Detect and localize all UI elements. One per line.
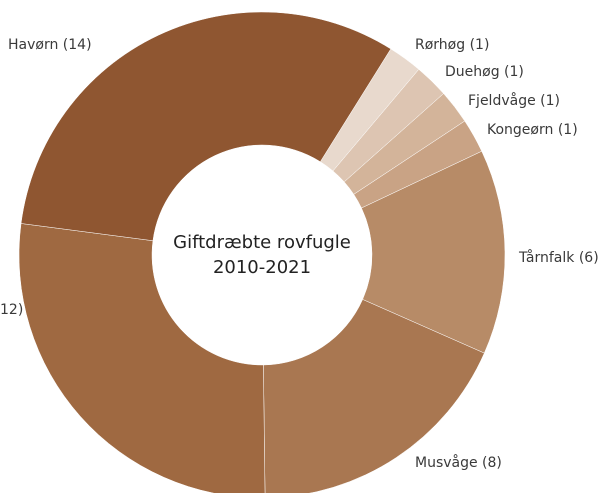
slice-label: Rørhøg (1): [415, 37, 489, 53]
slice-label: Tårnfalk (6): [518, 249, 599, 266]
slice-label: Fjeldvåge (1): [468, 92, 560, 109]
slice-label: Kongeørn (1): [487, 122, 578, 138]
slice-label: 12): [0, 302, 23, 318]
chart: Giftdræbte rovfugle 2010-2021 Rørhøg (1)…: [0, 0, 606, 493]
slice-label: Duehøg (1): [445, 64, 524, 80]
chart-subtitle: 2010-2021: [213, 257, 311, 278]
chart-title: Giftdræbte rovfugle: [173, 232, 351, 253]
slice-label: Musvåge (8): [415, 454, 502, 471]
slice-label: Havørn (14): [8, 37, 92, 53]
